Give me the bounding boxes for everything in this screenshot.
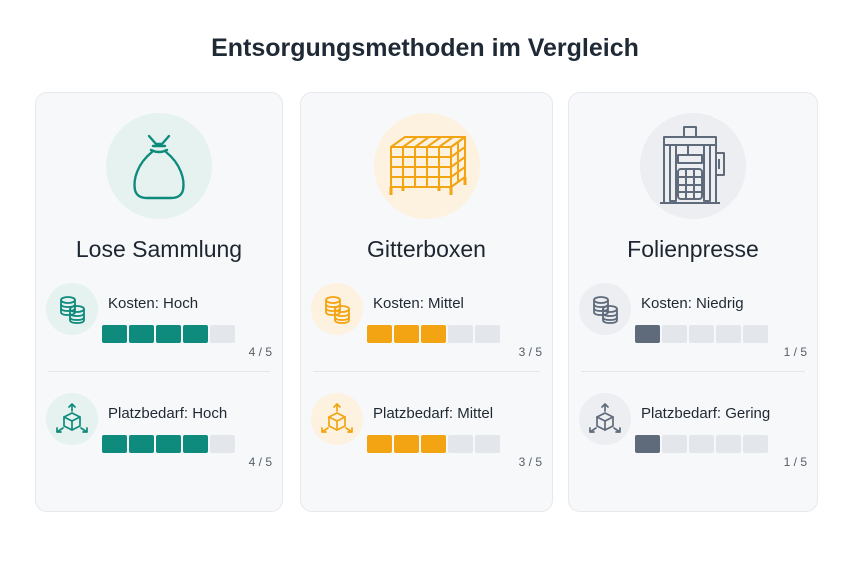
metric-platzbedarf: Platzbedarf: Mittel 3 / 5: [301, 391, 552, 471]
rating-segment-filled: [183, 435, 208, 453]
rating-segment-empty: [689, 325, 714, 343]
rating-segment-empty: [448, 325, 473, 343]
rating-bar: [635, 325, 768, 343]
sack-icon: [106, 113, 212, 219]
rating-bar: [102, 325, 235, 343]
rating-segment-filled: [102, 435, 127, 453]
card-folienpresse: Folienpresse Kosten: Niedrig 1 / 5: [568, 92, 818, 512]
rating-segment-filled: [421, 325, 446, 343]
rating-segment-filled: [635, 325, 660, 343]
rating-segment-empty: [475, 435, 500, 453]
coins-icon: [579, 283, 631, 335]
metric-label: Kosten: Mittel: [373, 295, 464, 312]
card-title: Lose Sammlung: [75, 236, 243, 262]
metric-label: Platzbedarf: Hoch: [108, 405, 228, 422]
rating-segment-empty: [475, 325, 500, 343]
score-text: 3 / 5: [518, 345, 542, 359]
rating-segment-empty: [662, 325, 687, 343]
rating-segment-filled: [156, 325, 181, 343]
metric-kosten: Kosten: Mittel 3 / 5: [301, 281, 552, 361]
metric-label: Kosten: Hoch: [108, 295, 199, 312]
metric-platzbedarf: Platzbedarf: Gering 1 / 5: [569, 391, 817, 471]
coins-icon: [311, 283, 363, 335]
rating-segment-filled: [183, 325, 208, 343]
rating-segment-empty: [716, 325, 741, 343]
metric-label: Platzbedarf: Mittel: [373, 405, 494, 422]
metric-label: Kosten: Niedrig: [641, 295, 744, 312]
card-title: Gitterboxen: [367, 236, 486, 262]
rating-bar: [367, 435, 500, 453]
rating-segment-filled: [129, 435, 154, 453]
rating-segment-filled: [367, 435, 392, 453]
rating-segment-filled: [102, 325, 127, 343]
baling-press-icon: [640, 113, 746, 219]
rating-segment-empty: [689, 435, 714, 453]
rating-bar: [635, 435, 768, 453]
divider: [48, 371, 270, 372]
divider: [313, 371, 540, 372]
box-expand-icon: [311, 393, 363, 445]
rating-segment-empty: [743, 435, 768, 453]
rating-segment-filled: [156, 435, 181, 453]
rating-segment-empty: [448, 435, 473, 453]
coins-icon: [46, 283, 98, 335]
box-expand-icon: [579, 393, 631, 445]
score-text: 4 / 5: [248, 345, 272, 359]
metric-kosten: Kosten: Hoch 4 / 5: [36, 281, 282, 361]
rating-bar: [102, 435, 235, 453]
metric-platzbedarf: Platzbedarf: Hoch 4 / 5: [36, 391, 282, 471]
card-lose-sammlung: Lose Sammlung Kosten: Hoch 4 / 5: [35, 92, 283, 512]
rating-segment-filled: [394, 435, 419, 453]
score-text: 4 / 5: [248, 455, 272, 469]
metric-label: Platzbedarf: Gering: [641, 405, 771, 422]
rating-segment-empty: [662, 435, 687, 453]
rating-bar: [367, 325, 500, 343]
divider: [581, 371, 805, 372]
rating-segment-empty: [210, 435, 235, 453]
page-title: Entsorgungsmethoden im Vergleich: [211, 34, 639, 62]
score-text: 3 / 5: [518, 455, 542, 469]
box-expand-icon: [46, 393, 98, 445]
rating-segment-empty: [210, 325, 235, 343]
score-text: 1 / 5: [783, 345, 807, 359]
rating-segment-empty: [743, 325, 768, 343]
score-text: 1 / 5: [783, 455, 807, 469]
rating-segment-empty: [716, 435, 741, 453]
rating-segment-filled: [129, 325, 154, 343]
metric-kosten: Kosten: Niedrig 1 / 5: [569, 281, 817, 361]
wire-mesh-box-icon: [373, 113, 480, 219]
rating-segment-filled: [367, 325, 392, 343]
card-gitterboxen: Gitterboxen Kosten: Mittel 3 / 5: [300, 92, 553, 512]
rating-segment-filled: [421, 435, 446, 453]
rating-segment-filled: [394, 325, 419, 343]
card-title: Folienpresse: [627, 236, 759, 262]
rating-segment-filled: [635, 435, 660, 453]
